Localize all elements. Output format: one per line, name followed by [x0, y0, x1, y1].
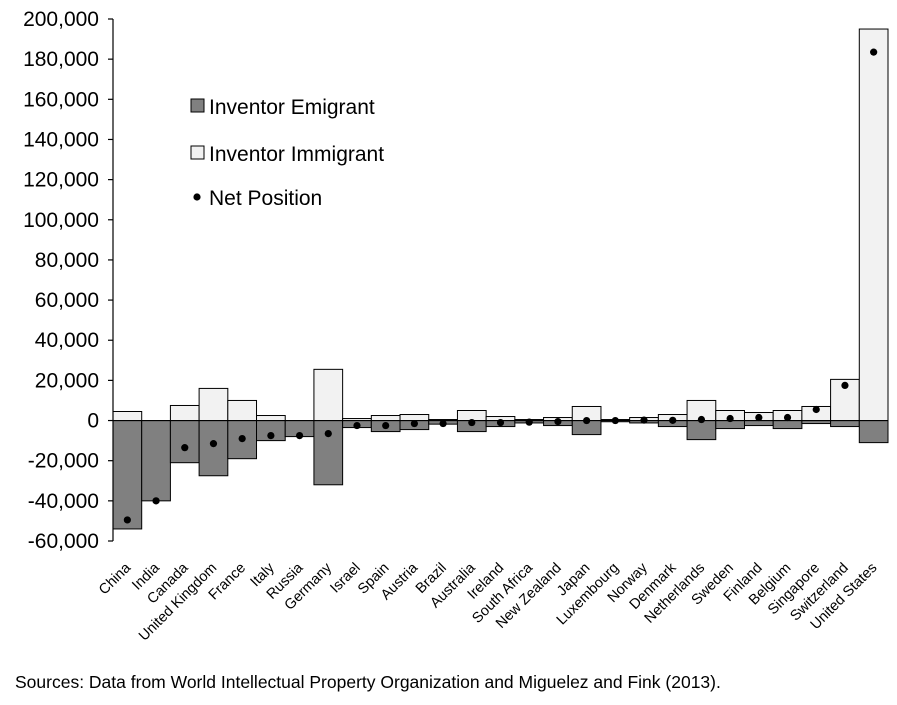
y-axis-ticks	[108, 18, 113, 542]
x-label-china: China	[96, 559, 135, 598]
y-tick-label-40000: 40,000	[35, 329, 99, 352]
bar-immigrant-china	[112, 411, 143, 422]
axes: -60,000 -40,000 -20,000 0 20,000 40,000 60,000…	[23, 8, 888, 644]
y-tick-label-160000: 160,000	[23, 88, 99, 111]
legend-dot-net	[193, 193, 201, 201]
chart: -60,000 -40,000 -20,000 0 20,000 40,000 60,000…	[23, 8, 889, 644]
y-axis-labels: -60,000 -40,000 -20,000 0 20,000 40,000 60,000…	[23, 8, 99, 553]
bar-immigrant-united-states	[858, 28, 889, 422]
dot-net-austria	[410, 419, 418, 428]
bar-immigrant-france	[227, 399, 258, 422]
dot-net-germany	[324, 429, 332, 438]
dot-net-finland	[755, 413, 763, 422]
y-tick-label-0: 0	[87, 410, 99, 433]
immigrant-bars	[112, 28, 889, 422]
legend-label-net: Net Position	[209, 187, 322, 210]
dot-net-spain	[382, 421, 390, 430]
dot-net-switzerland	[841, 381, 849, 390]
y-tick-label-60000: 60,000	[35, 289, 99, 312]
bar-immigrant-united-kingdom	[198, 387, 229, 422]
legend-swatch-emigrant	[190, 98, 205, 113]
dot-net-singapore	[812, 405, 820, 414]
legend-swatch-immigrant	[190, 145, 205, 160]
y-tick-label--60000: -60,000	[28, 530, 99, 553]
y-tick-label--20000: -20,000	[28, 450, 99, 473]
emigrant-bars	[112, 420, 889, 530]
bar-immigrant-canada	[169, 404, 200, 422]
y-tick-label-20000: 20,000	[35, 369, 99, 392]
dot-net-brazil	[439, 419, 447, 428]
y-tick-label-200000: 200,000	[23, 8, 99, 31]
bar-immigrant-austria	[399, 414, 430, 422]
bar-emigrant-united-states	[858, 420, 889, 444]
y-tick-label-140000: 140,000	[23, 128, 99, 151]
dot-net-united-kingdom	[209, 440, 218, 448]
bar-immigrant-germany	[313, 368, 344, 422]
bar-emigrant-canada	[169, 420, 200, 464]
bar-emigrant-finland	[743, 420, 774, 427]
bar-emigrant-netherlands	[686, 420, 717, 441]
dot-net-china	[123, 516, 131, 524]
bar-emigrant-china	[112, 420, 143, 530]
bar-emigrant-india	[141, 420, 171, 502]
y-tick-label-100000: 100,000	[23, 209, 99, 232]
bar-emigrant-switzerland	[830, 420, 860, 428]
source-note: Sources: Data from World Intellectual Pr…	[15, 672, 721, 692]
dot-net-belgium	[783, 413, 792, 422]
dot-net-canada	[181, 444, 189, 452]
y-tick-label-180000: 180,000	[23, 48, 99, 71]
dot-net-india	[152, 497, 160, 505]
dot-net-united-states	[870, 48, 878, 56]
y-tick-label-80000: 80,000	[35, 249, 99, 272]
dot-net-israel	[353, 421, 361, 430]
legend: Inventor Emigrant Inventor Immigrant Net…	[190, 96, 384, 210]
dot-net-russia	[295, 431, 304, 440]
y-tick-label--40000: -40,000	[28, 490, 99, 513]
dot-net-netherlands	[697, 415, 706, 424]
dot-net-new-zealand	[554, 417, 562, 426]
dot-net-france	[238, 435, 246, 443]
bar-emigrant-belgium	[772, 420, 803, 430]
legend-label-emigrant: Inventor Emigrant	[209, 96, 375, 119]
legend-label-immigrant: Inventor Immigrant	[209, 143, 384, 166]
bar-immigrant-spain	[370, 415, 401, 422]
y-tick-label-120000: 120,000	[23, 169, 99, 192]
bar-emigrant-united-kingdom	[198, 420, 229, 477]
dot-net-italy	[267, 431, 275, 440]
bar-immigrant-italy	[256, 415, 286, 422]
dot-net-south-africa	[525, 418, 533, 426]
